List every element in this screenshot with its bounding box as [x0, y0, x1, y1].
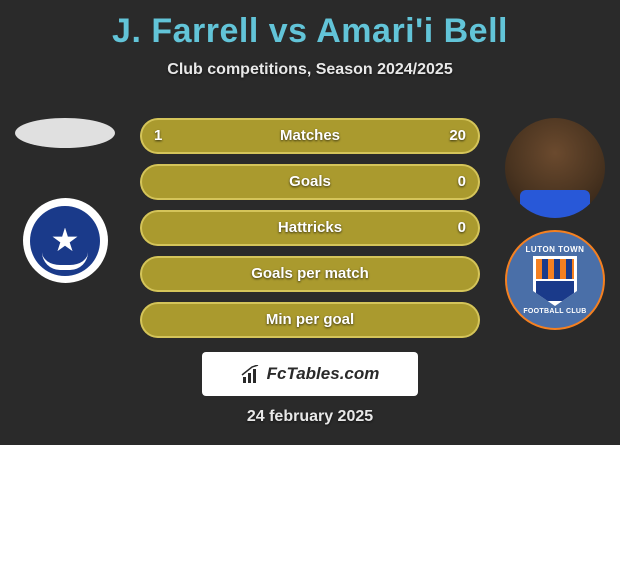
player-left-club-logo	[23, 198, 108, 283]
stat-value-right: 20	[449, 118, 466, 154]
comparison-card: J. Farrell vs Amari'i Bell Club competit…	[0, 0, 620, 445]
luton-text-top: LUTON TOWN	[523, 245, 586, 254]
luton-text-bottom: FOOTBALL CLUB	[523, 308, 586, 315]
stat-value-right: 0	[458, 164, 466, 200]
stat-value-right: 0	[458, 210, 466, 246]
stat-row: Goals0	[140, 164, 480, 200]
player-right-photo	[505, 118, 605, 218]
shield-icon	[533, 256, 577, 306]
player-left-column	[10, 118, 120, 283]
title-vs: vs	[269, 12, 308, 50]
stat-row: Min per goal	[140, 302, 480, 338]
stat-row: Goals per match	[140, 256, 480, 292]
bottom-white-area	[0, 445, 620, 580]
watermark-text: FcTables.com	[267, 364, 380, 384]
title-player2: Amari'i Bell	[316, 12, 508, 50]
stat-label: Goals per match	[140, 256, 480, 292]
stat-label: Hattricks	[140, 210, 480, 246]
stat-row: Hattricks0	[140, 210, 480, 246]
stat-label: Goals	[140, 164, 480, 200]
stat-row: Matches1 20	[140, 118, 480, 154]
player-right-club-logo: LUTON TOWN FOOTBALL CLUB	[505, 230, 605, 330]
player-left-photo-placeholder	[15, 118, 115, 148]
portsmouth-crest-icon	[30, 206, 100, 276]
bar-chart-icon	[241, 365, 261, 383]
star-icon	[52, 228, 78, 254]
stat-value-left: 1	[154, 118, 162, 154]
stat-label: Matches	[140, 118, 480, 154]
luton-crest-icon: LUTON TOWN FOOTBALL CLUB	[523, 245, 586, 315]
watermark: FcTables.com	[202, 352, 418, 396]
date-text: 24 february 2025	[0, 408, 620, 426]
stat-bars: Matches120Goals0Hattricks0Goals per matc…	[140, 118, 480, 348]
player-face-icon	[505, 118, 605, 218]
stat-label: Min per goal	[140, 302, 480, 338]
crescent-icon	[42, 252, 88, 270]
subtitle: Club competitions, Season 2024/2025	[0, 61, 620, 79]
player-right-column: LUTON TOWN FOOTBALL CLUB	[500, 118, 610, 330]
title-player1: J. Farrell	[112, 12, 259, 50]
page-title: J. Farrell vs Amari'i Bell	[0, 0, 620, 51]
